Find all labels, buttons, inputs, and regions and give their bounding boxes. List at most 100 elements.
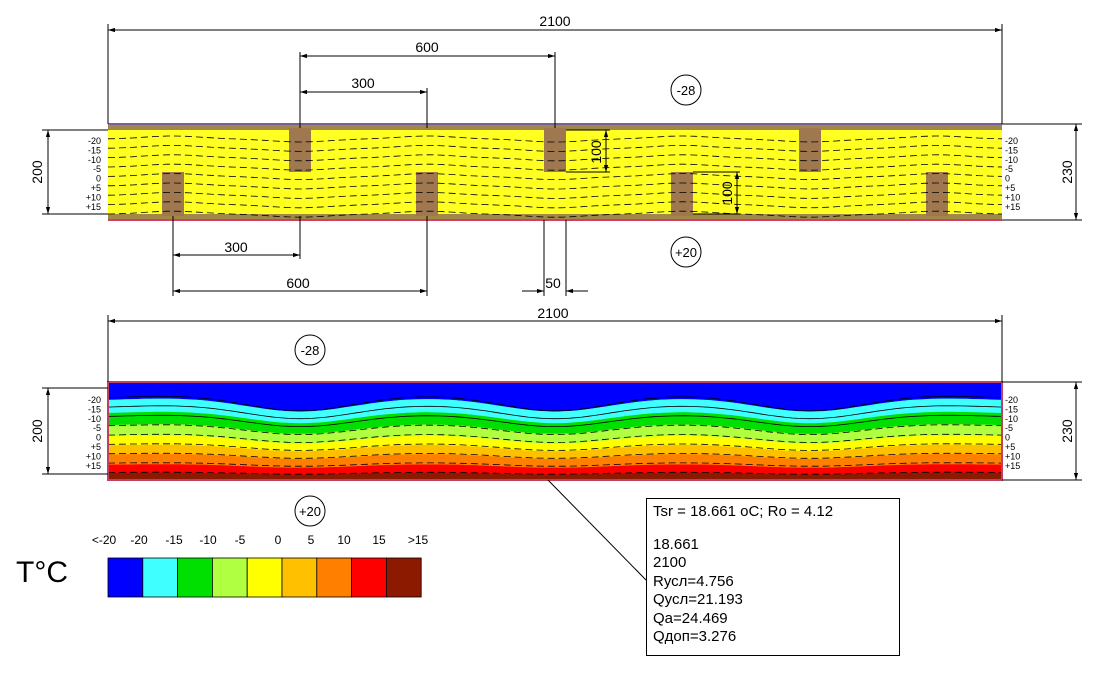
legend-label: -15 xyxy=(165,533,183,547)
stud-bottom-3 xyxy=(671,172,693,216)
legend-label: -20 xyxy=(130,533,148,547)
isotherm-top xyxy=(107,182,1003,190)
top-contour-right-label: +5 xyxy=(1005,183,1015,193)
bottom-diagram: 2100 200 230 -28 +20 -20-15-10-50+5+10+1… xyxy=(29,305,1082,581)
dim-stud-depth-top: 100 xyxy=(588,140,604,164)
top-contour-right-label: +10 xyxy=(1005,192,1020,202)
legend-swatch xyxy=(385,557,422,598)
isotherm-bottom xyxy=(108,471,1002,475)
isotherm-top xyxy=(107,210,1003,218)
dim-600-top: 600 xyxy=(415,39,439,55)
bottom-contour-left-label: -20 xyxy=(88,395,101,405)
legend-label: 15 xyxy=(372,533,386,547)
bottom-contour-right-label: -10 xyxy=(1005,414,1018,424)
result-line-1: 18.661 xyxy=(653,535,699,553)
result-leader-line xyxy=(547,479,647,581)
legend-label: 10 xyxy=(337,533,351,547)
stud-top-2 xyxy=(544,128,566,172)
isotherm-bottom xyxy=(107,414,1003,428)
bottom-contour-left-label: +5 xyxy=(91,442,101,452)
isotherm-band xyxy=(108,464,1002,475)
isotherm-top xyxy=(107,201,1003,209)
bottom-contour-left-label: -10 xyxy=(88,414,101,424)
isotherm-bottom xyxy=(107,462,1003,467)
bottom-contour-left-label: +15 xyxy=(86,461,101,471)
top-contour-left-label: -20 xyxy=(88,136,101,146)
top-contour-left-label: -10 xyxy=(88,155,101,165)
top-contour-left-label: -5 xyxy=(93,164,101,174)
isotherm-bottom xyxy=(107,405,1003,420)
results-header: Tsr = 18.661 oC; Ro = 4.12 xyxy=(653,503,834,520)
bottom-contour-right-label: -5 xyxy=(1005,423,1013,433)
dim-stud-depth-bottom: 100 xyxy=(719,181,735,205)
top-contour-right-label: -5 xyxy=(1005,164,1013,174)
top-contour-left-label: -15 xyxy=(88,145,101,155)
dim-stud-width: 50 xyxy=(545,275,561,291)
dim-600-bottom: 600 xyxy=(286,275,310,291)
result-line-3: Rусл=4.756 xyxy=(653,572,734,590)
stud-bottom-4 xyxy=(926,172,948,216)
isotherm-top xyxy=(107,135,1003,143)
bottom-contour-right-label: +5 xyxy=(1005,442,1015,452)
bottom-isotherm-bands xyxy=(108,382,1002,480)
top-contour-left-label: +15 xyxy=(86,202,101,212)
isotherm-bottom xyxy=(107,424,1003,436)
isotherm-band xyxy=(108,444,1002,460)
legend-swatch xyxy=(142,557,179,598)
bottom-contour-right-label: -20 xyxy=(1005,395,1018,405)
inside-temp-bottom: +20 xyxy=(299,504,321,519)
bottom-isotherms xyxy=(107,395,1003,475)
stud-top-3 xyxy=(799,128,821,172)
dim-300-top: 300 xyxy=(351,75,375,91)
results-box: Tsr = 18.661 oC; Ro = 4.12 18.661 2100 R… xyxy=(646,498,900,656)
isotherm-top xyxy=(107,154,1003,162)
bottom-contour-right-label: +15 xyxy=(1005,461,1020,471)
isotherm-bottom xyxy=(107,433,1003,443)
top-contour-labels-left: -20-15-10-50+5+10+15 xyxy=(86,136,101,212)
top-contour-right-label: -20 xyxy=(1005,136,1018,146)
bottom-contour-right-label: +10 xyxy=(1005,451,1020,461)
isotherm-band xyxy=(108,454,1002,468)
top-contour-left-label: +10 xyxy=(86,192,101,202)
bottom-contour-left-label: +10 xyxy=(86,451,101,461)
isotherm-band xyxy=(108,435,1002,452)
top-contour-left-label: 0 xyxy=(96,174,101,184)
dim-total-width-bottom: 2100 xyxy=(537,305,568,321)
bottom-contour-left-label: -5 xyxy=(93,423,101,433)
top-diagram: 2100 600 300 300 600 50 100 10 xyxy=(29,13,1082,296)
legend-label: <-20 xyxy=(92,533,117,547)
isotherm-top xyxy=(107,173,1003,181)
top-wall-inner-layer xyxy=(108,214,1002,220)
outside-temp-top: -28 xyxy=(677,83,696,98)
inside-temp-top: +20 xyxy=(675,245,697,260)
legend-label: -5 xyxy=(235,533,246,547)
outside-temp-bottom: -28 xyxy=(301,343,320,358)
legend-swatch xyxy=(316,557,352,598)
result-line-2: 2100 xyxy=(653,554,687,571)
isotherm-band xyxy=(108,411,1002,434)
isotherm-bottom xyxy=(107,395,1003,412)
legend-swatch xyxy=(211,557,248,598)
stud-bottom-1 xyxy=(162,172,184,216)
isotherm-bottom xyxy=(107,452,1003,459)
isotherm-top xyxy=(107,163,1003,171)
legend-swatch xyxy=(281,557,318,598)
isotherm-band xyxy=(108,472,1002,480)
result-line-5: Qa=24.469 xyxy=(653,609,728,627)
temperature-legend: <-20 -20 -15 -10 -5 0 5 10 15 >15 xyxy=(92,533,429,598)
legend-label: 5 xyxy=(308,533,315,547)
top-contour-right-label: -15 xyxy=(1005,145,1018,155)
isotherm-band xyxy=(108,382,1002,412)
bottom-contour-labels-right: -20-15-10-50+5+10+15 xyxy=(1005,395,1020,471)
legend-swatch xyxy=(107,557,144,598)
result-line-6: Qдоп=3.276 xyxy=(653,628,737,645)
dim-height-right-bottom: 230 xyxy=(1059,419,1075,443)
top-isotherms xyxy=(107,135,1003,218)
dim-height-left-top: 200 xyxy=(29,160,45,184)
isotherm-top xyxy=(107,145,1003,152)
bottom-contour-left-label: 0 xyxy=(96,433,101,443)
top-contour-right-label: +15 xyxy=(1005,202,1020,212)
top-contour-left-label: +5 xyxy=(91,183,101,193)
bottom-contour-right-label: 0 xyxy=(1005,433,1010,443)
